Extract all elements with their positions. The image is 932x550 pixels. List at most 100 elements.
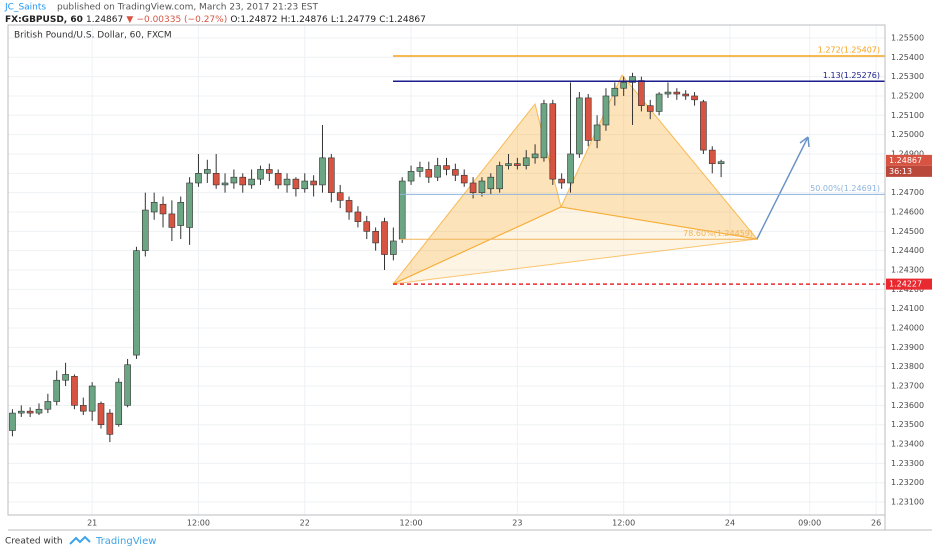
candle-body	[629, 76, 636, 83]
candle-body	[124, 364, 131, 406]
candle-body	[283, 178, 291, 186]
logo	[69, 535, 91, 545]
y-tick-label: 1.24300	[891, 266, 924, 275]
candle-body	[26, 410, 34, 414]
candle-body	[71, 376, 78, 406]
y-tick-label: 1.24900	[891, 149, 924, 158]
y-tick-label: 1.25200	[891, 91, 924, 100]
candle-body	[354, 211, 362, 222]
plot: British Pound/U.S. Dollar, 60, FXCM 1.272…	[8, 25, 885, 515]
x-tick-label: 12:00	[612, 519, 635, 528]
y-tick-label: 1.23800	[891, 362, 924, 371]
candle-body	[664, 91, 672, 95]
candle-body	[514, 163, 521, 166]
candle-body	[620, 82, 627, 89]
candle-body	[638, 80, 645, 106]
chart-title: British Pound/U.S. Dollar, 60, FXCM	[14, 31, 172, 41]
candle-body	[478, 180, 486, 193]
candle-body	[239, 176, 247, 186]
candle-body	[363, 221, 371, 232]
candle-body	[159, 203, 167, 215]
candle-body	[186, 182, 193, 228]
symbol: FX:GBPUSD, 60	[5, 15, 83, 25]
y-tick-label: 1.23700	[891, 382, 924, 391]
x-tick-label: 12:00	[187, 519, 210, 528]
close: C:1.24867	[379, 15, 426, 25]
candle-body	[257, 169, 264, 180]
price-tag	[886, 154, 932, 166]
candle-body	[576, 97, 583, 155]
y-tick-label: 1.25500	[891, 33, 924, 42]
pattern-bcd	[560, 74, 759, 240]
candle-body	[487, 176, 495, 190]
x-tick-label: 22	[300, 519, 310, 528]
candle-body	[88, 385, 96, 412]
candle-body	[646, 105, 654, 112]
candle-body	[230, 176, 238, 184]
candle-body	[142, 209, 149, 251]
candle-body	[434, 165, 441, 178]
candle-body	[204, 169, 211, 174]
candle-body	[567, 153, 574, 184]
y-tick-label: 1.25400	[891, 53, 924, 62]
x-tick-label: 24	[725, 519, 735, 528]
candle-body	[301, 180, 309, 190]
symbol-line: FX:GBPUSD, 60 1.24867 ▼ −0.00335 (−0.27%…	[5, 15, 426, 25]
candle-body	[717, 161, 725, 164]
candle-body	[328, 157, 335, 193]
author[interactable]: JC_Saints	[4, 3, 46, 13]
candle-body	[248, 178, 255, 186]
candle-body	[691, 95, 698, 101]
candle-body	[469, 182, 477, 193]
y-tick-label: 1.24600	[891, 207, 924, 216]
candle-body	[602, 95, 610, 126]
candle-body	[398, 180, 406, 240]
y-tick-label: 1.24400	[891, 246, 924, 255]
last: 1.24867	[86, 15, 123, 25]
projection-arrow	[756, 136, 809, 240]
candle-body	[558, 178, 565, 184]
candle-body	[106, 412, 114, 435]
low: L:1.24779	[331, 15, 377, 25]
level-label: 1.272(1.25407)	[818, 45, 880, 54]
candle-body	[168, 213, 176, 228]
open: O:1.24872	[230, 15, 277, 25]
candle-body	[150, 202, 158, 213]
high: H:1.24876	[281, 15, 328, 25]
candle-body	[700, 101, 707, 151]
y-tick-label: 1.23600	[891, 401, 924, 410]
candle-body	[177, 202, 185, 226]
footer-created: Created with	[5, 537, 63, 547]
level-label: 50.00%(1.24691)	[810, 184, 880, 193]
candle-body	[97, 403, 105, 425]
candle-body	[540, 103, 548, 159]
y-tick-label: 1.23500	[891, 420, 924, 429]
change: −0.00335 (−0.27%)	[136, 15, 227, 25]
x-tick-label: 21	[87, 519, 97, 528]
candle-body	[708, 149, 716, 164]
y-tick-label: 1.24700	[891, 188, 924, 197]
candle-body	[310, 180, 317, 186]
published: published on TradingView.com, March 23, …	[57, 3, 318, 13]
y-tick-label: 1.25300	[891, 72, 924, 81]
level-label: 78.60%(1.24459)	[683, 229, 753, 238]
candle-body	[584, 97, 592, 141]
candle-body	[425, 169, 433, 178]
y-tick-label: 1.24100	[891, 304, 924, 313]
candle-body	[274, 173, 282, 186]
y-tick-label: 1.24500	[891, 227, 924, 236]
y-tick-label: 1.23900	[891, 343, 924, 352]
candle-body	[531, 153, 539, 159]
candle-body	[443, 165, 450, 170]
candle-body	[460, 174, 468, 184]
candle-body	[319, 157, 326, 186]
y-tick-label: 1.23100	[891, 498, 924, 507]
candle-body	[655, 93, 663, 112]
arrow-head	[799, 136, 810, 148]
candle-body	[611, 87, 619, 97]
candle-body	[390, 240, 397, 255]
candle-body	[416, 167, 424, 172]
candle-body	[9, 412, 16, 431]
candle-body	[115, 381, 123, 425]
countdown-label: 36:13	[889, 167, 912, 176]
